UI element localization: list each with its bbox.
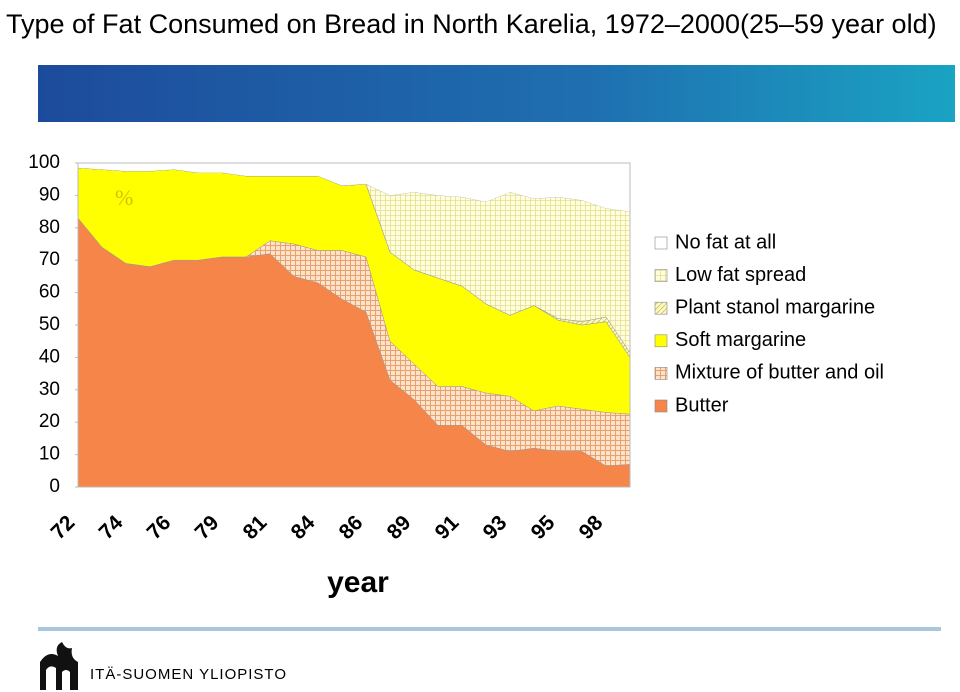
y-tick-label: 100	[28, 152, 60, 173]
x-tick-label: 72	[47, 511, 80, 544]
legend-swatch	[654, 367, 668, 380]
footer-text: ITÄ-SUOMEN YLIOPISTO	[90, 666, 287, 683]
y-tick-label: 60	[39, 282, 60, 303]
y-tick-label: 40	[39, 346, 60, 367]
logo	[40, 642, 78, 690]
y-tick-label: 80	[39, 217, 60, 238]
legend-label: Mixture of butter and oil	[675, 362, 884, 384]
legend-label: Low fat spread	[675, 264, 806, 286]
y-tick-label: 50	[39, 314, 60, 335]
plot-area	[77, 163, 631, 488]
legend-label: Soft margarine	[675, 329, 806, 351]
y-tick-label: 20	[39, 411, 60, 432]
legend-swatch	[654, 269, 668, 282]
footer-rule	[38, 627, 941, 631]
legend-label: Butter	[675, 394, 729, 416]
x-axis-label: year	[327, 566, 389, 599]
x-tick-label: 93	[479, 511, 512, 544]
banner	[38, 65, 955, 122]
x-tick-label: 98	[575, 511, 608, 544]
x-tick-label: 74	[95, 511, 128, 544]
legend-label: Plant stanol margarine	[675, 296, 875, 318]
unit-label: %	[115, 185, 133, 210]
x-tick-label: 86	[335, 511, 368, 544]
area	[78, 163, 630, 212]
x-tick-label: 95	[527, 511, 560, 544]
title: Type of Fat Consumed on Bread in North K…	[6, 9, 937, 39]
y-tick-label: 10	[39, 444, 60, 465]
x-tick-label: 89	[383, 511, 416, 544]
legend-label: No fat at all	[675, 231, 776, 253]
y-tick-label: 30	[39, 379, 60, 400]
x-tick-label: 79	[191, 511, 224, 544]
legend-swatch	[654, 236, 668, 250]
legend-swatch	[654, 334, 668, 348]
x-tick-label: 76	[143, 511, 176, 544]
x-tick-label: 84	[287, 511, 320, 544]
legend-swatch	[654, 399, 668, 413]
y-tick-label: 70	[39, 249, 60, 270]
y-tick-label: 90	[39, 184, 60, 205]
y-tick-label: 0	[49, 476, 60, 497]
x-tick-label: 81	[239, 511, 272, 544]
legend-swatch	[654, 301, 668, 315]
x-tick-label: 91	[431, 511, 464, 544]
